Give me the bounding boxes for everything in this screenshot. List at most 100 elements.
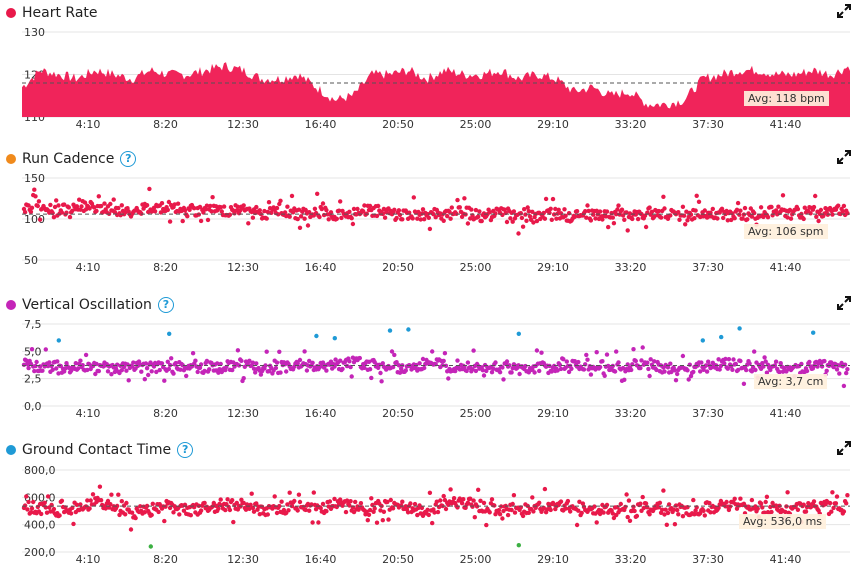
data-point <box>296 492 302 497</box>
data-point <box>98 498 104 503</box>
data-point <box>652 359 657 364</box>
data-point <box>740 216 745 221</box>
data-point <box>716 357 721 362</box>
data-point <box>347 209 352 214</box>
data-point <box>388 497 393 503</box>
data-point <box>426 512 431 518</box>
data-point <box>496 508 502 513</box>
data-point <box>562 207 567 212</box>
data-point <box>315 191 320 196</box>
data-point <box>481 500 487 506</box>
data-point <box>680 353 686 359</box>
vertical-oscillation-chart: 7,5 5,0 2,5 0,0 4:10 8:20 12:30 16:40 20:50 25:00… <box>21 318 850 420</box>
data-point <box>282 210 288 215</box>
data-point <box>631 347 636 352</box>
data-point <box>399 503 404 508</box>
help-icon[interactable]: ? <box>157 297 174 313</box>
data-point <box>530 495 535 500</box>
data-point <box>326 217 331 222</box>
data-point <box>556 207 561 212</box>
data-point <box>620 365 626 371</box>
data-point <box>769 204 774 210</box>
average-label: Avg: 3,7 cm <box>754 374 828 389</box>
data-point <box>25 362 30 367</box>
data-point <box>738 208 743 213</box>
data-point <box>144 203 150 208</box>
data-point <box>382 215 388 220</box>
data-point <box>606 363 611 369</box>
data-point <box>51 506 57 512</box>
help-icon[interactable]: ? <box>120 151 137 167</box>
data-point <box>660 507 665 512</box>
data-point <box>427 490 433 495</box>
data-point <box>523 363 528 369</box>
data-point <box>676 210 681 215</box>
run-cadence-chart: 150 100 50 4:10 8:20 12:30 16:40 20:50 25:00 29:1… <box>21 172 850 274</box>
data-point <box>708 510 713 515</box>
data-point <box>673 378 679 383</box>
data-point <box>707 500 712 506</box>
expand-icon[interactable] <box>837 296 851 310</box>
expand-icon[interactable] <box>837 4 851 18</box>
data-point <box>297 225 303 230</box>
data-point <box>133 515 138 521</box>
data-point <box>531 509 536 514</box>
data-point <box>512 510 518 515</box>
data-point <box>829 509 834 514</box>
data-point <box>279 499 284 504</box>
data-point <box>801 216 806 222</box>
x-tick-label: 12:30 <box>227 261 259 274</box>
data-point <box>677 217 682 222</box>
data-point <box>372 506 377 511</box>
data-point <box>302 349 307 354</box>
data-point <box>193 358 198 363</box>
data-point <box>685 218 690 223</box>
data-point <box>22 210 28 215</box>
data-point <box>116 492 121 497</box>
data-point <box>824 368 829 373</box>
data-point <box>727 504 733 509</box>
data-point <box>364 509 369 514</box>
data-point <box>215 361 220 366</box>
data-point <box>510 219 515 224</box>
data-point <box>90 492 96 497</box>
expand-icon[interactable] <box>837 150 851 164</box>
data-point <box>365 518 370 523</box>
help-icon[interactable]: ? <box>177 442 194 458</box>
data-point <box>361 209 366 214</box>
data-point <box>684 209 689 214</box>
data-point <box>351 206 357 212</box>
data-point <box>187 207 192 212</box>
data-point <box>561 357 566 362</box>
data-point <box>478 498 483 503</box>
data-point <box>307 358 312 364</box>
data-point <box>219 209 224 214</box>
data-point <box>625 514 630 520</box>
data-point <box>546 501 551 507</box>
data-point <box>468 216 473 221</box>
data-point <box>349 374 354 379</box>
data-point <box>223 507 228 513</box>
data-point <box>415 216 420 221</box>
data-point <box>231 519 236 525</box>
data-point <box>54 198 59 203</box>
data-point <box>833 501 839 506</box>
average-label: Avg: 118 bpm <box>744 91 829 106</box>
data-point <box>399 366 404 371</box>
data-point <box>303 507 308 513</box>
data-point <box>622 217 627 222</box>
data-point <box>105 369 111 374</box>
data-point <box>795 507 801 512</box>
data-point <box>339 215 344 221</box>
data-point <box>687 362 692 367</box>
data-point <box>568 509 573 514</box>
data-point <box>31 499 36 505</box>
data-point <box>733 361 738 367</box>
data-point <box>470 367 475 372</box>
data-point <box>558 499 564 504</box>
data-point <box>366 512 372 517</box>
data-point <box>66 365 72 370</box>
expand-icon[interactable] <box>837 441 851 455</box>
x-tick-label: 41:40 <box>770 407 802 420</box>
data-point <box>263 363 268 368</box>
